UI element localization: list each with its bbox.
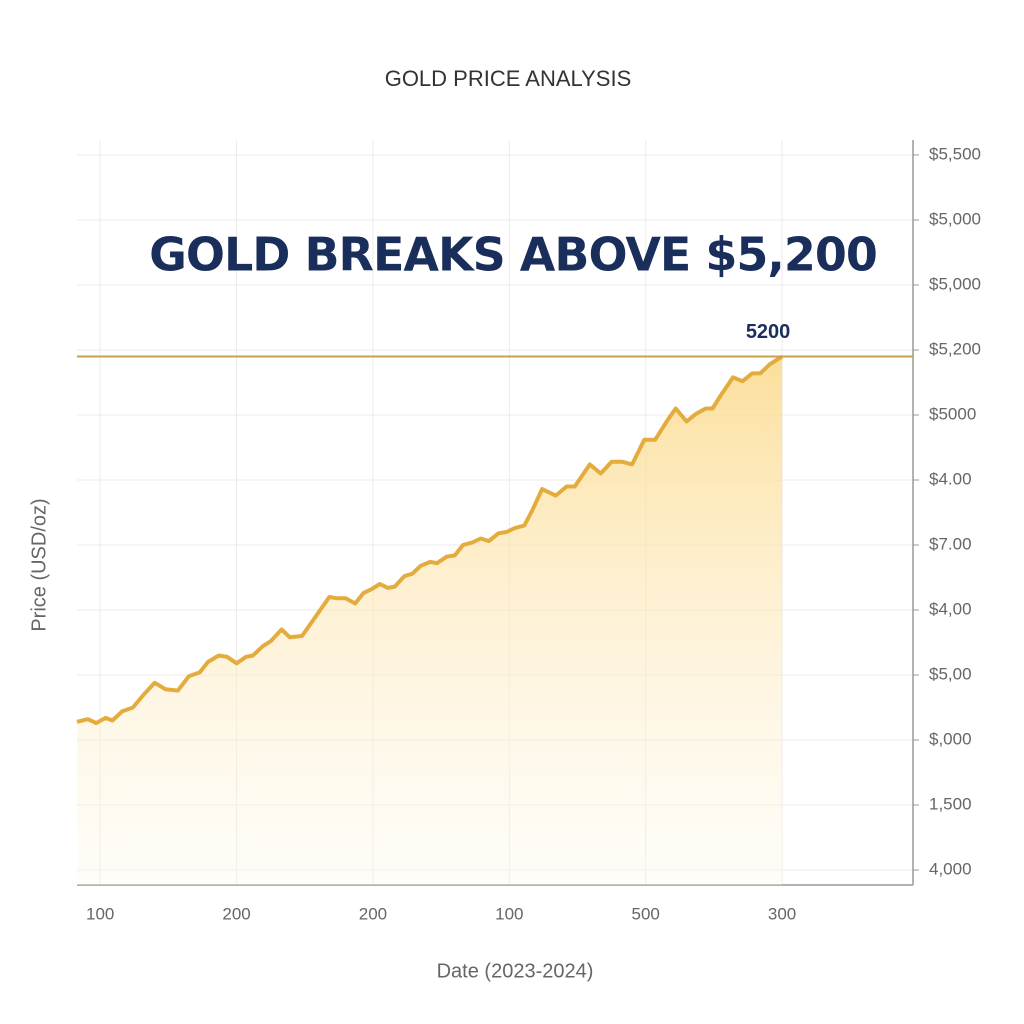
chart-title: GOLD PRICE ANALYSIS	[385, 66, 632, 91]
y-tick-label: $5000	[929, 404, 976, 423]
x-tick-label: 100	[86, 904, 114, 923]
x-tick-label: 200	[222, 904, 250, 923]
y-tick-label: $5,500	[929, 144, 981, 163]
y-tick-label: $5,00	[929, 665, 972, 684]
y-tick-label: $5,200	[929, 339, 981, 358]
x-axis-label: Date (2023-2024)	[437, 960, 594, 982]
headline: GOLD BREAKS ABOVE $5,200	[149, 228, 877, 282]
x-tick-label: 500	[632, 904, 660, 923]
y-tick-label: 4,000	[929, 860, 972, 879]
y-tick-label: $4,00	[929, 599, 972, 618]
area-fill	[77, 356, 783, 885]
x-tick-label: 300	[768, 904, 796, 923]
price-line	[76, 354, 784, 726]
y-tick-label: $4.00	[929, 469, 972, 488]
y-tick-label: $5,000	[929, 209, 981, 228]
x-tick-label: 200	[359, 904, 387, 923]
y-tick-label: $5,000	[929, 274, 981, 293]
reference-label: 5200	[746, 321, 791, 343]
x-tick-label: 100	[495, 904, 523, 923]
y-axis-label: Price (USD/oz)	[28, 498, 50, 631]
y-tick-label: $7.00	[929, 534, 972, 553]
y-tick-label: 1,500	[929, 795, 972, 814]
y-tick-label: $,000	[929, 730, 972, 749]
